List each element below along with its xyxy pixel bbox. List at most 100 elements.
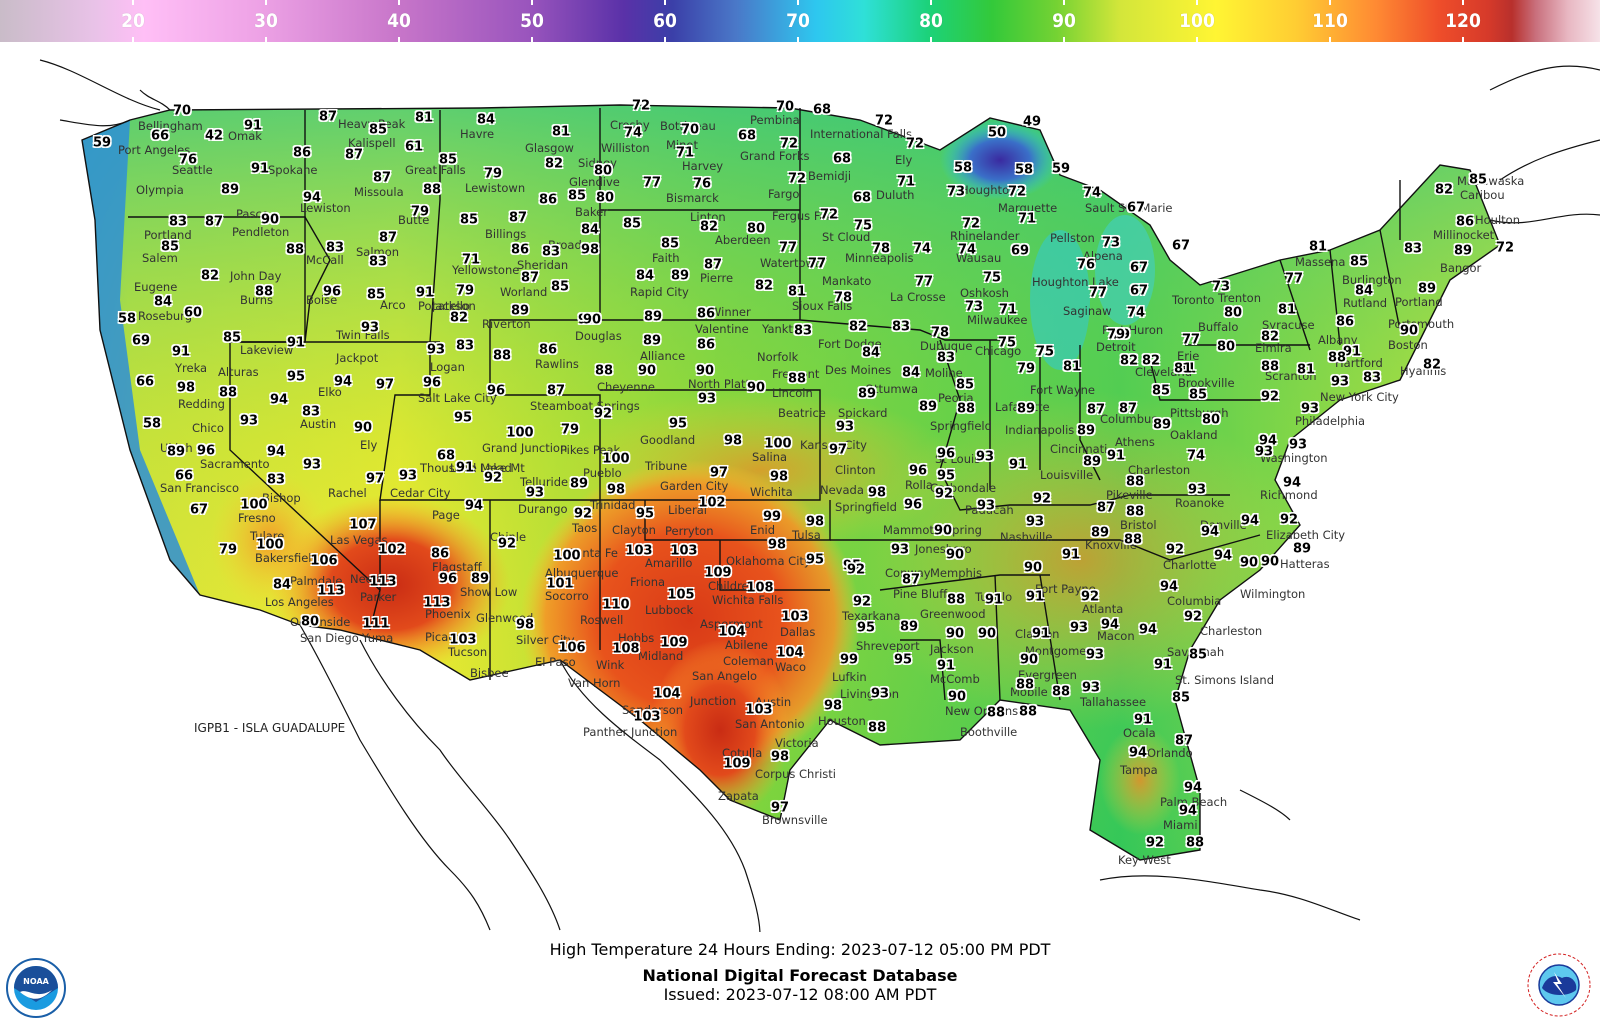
station-temperature: 89 xyxy=(899,619,919,635)
city-label: Austin xyxy=(300,417,337,431)
station-temperature: 85 xyxy=(1151,383,1171,399)
station-temperature: 89 xyxy=(1417,281,1437,297)
station-temperature: 91 xyxy=(1133,712,1153,728)
station-temperature: 103 xyxy=(781,609,809,625)
database-caption: National Digital Forecast Database xyxy=(642,966,958,985)
colorbar-tick-label: 80 xyxy=(919,10,943,32)
station-temperature: 94 xyxy=(1240,513,1260,529)
city-label: Grand Junction xyxy=(482,441,568,455)
station-temperature: 87 xyxy=(520,270,540,286)
city-label: Thousand Lake Mt xyxy=(420,461,525,475)
station-temperature: 89 xyxy=(569,476,589,492)
station-temperature: 94 xyxy=(1282,475,1302,491)
station-temperature: 103 xyxy=(625,543,653,559)
station-temperature: 89 xyxy=(1076,423,1096,439)
city-label: Lakeview xyxy=(240,343,294,357)
station-temperature: 93 xyxy=(1187,482,1207,498)
city-label: Coleman xyxy=(723,654,774,668)
product-caption: High Temperature 24 Hours Ending: 2023-0… xyxy=(549,940,1051,959)
city-label: Knoxville xyxy=(1085,538,1137,552)
station-temperature: 78 xyxy=(833,290,853,306)
city-label: Fort Wayne xyxy=(1030,383,1095,397)
station-temperature: 83 xyxy=(936,350,956,366)
station-temperature: 90 xyxy=(353,420,373,436)
city-label: Columbia xyxy=(1167,594,1222,608)
city-label: Houston xyxy=(818,714,866,728)
station-temperature: 92 xyxy=(1080,589,1100,605)
station-temperature: 85 xyxy=(459,212,479,228)
city-label: Van Horn xyxy=(568,676,621,690)
station-temperature: 91 xyxy=(936,658,956,674)
city-label: Duluth xyxy=(876,188,915,202)
station-temperature: 80 xyxy=(1201,412,1221,428)
colorbar-tick xyxy=(930,0,932,42)
city-label: Hyannis xyxy=(1400,364,1447,378)
station-temperature: 93 xyxy=(1069,620,1089,636)
station-temperature: 94 xyxy=(266,444,286,460)
station-temperature: 88 xyxy=(254,284,274,300)
station-temperature: 89 xyxy=(510,303,530,319)
city-label: Show Low xyxy=(460,585,518,599)
city-label: Watertown xyxy=(760,256,823,270)
station-temperature: 85 xyxy=(368,122,388,138)
station-temperature: 88 xyxy=(946,592,966,608)
station-temperature: 89 xyxy=(166,444,186,460)
station-temperature: 100 xyxy=(240,497,268,513)
city-label: Wink xyxy=(596,658,625,672)
city-label: Santa Fe xyxy=(568,546,618,560)
city-label: Houghton xyxy=(960,183,1017,197)
station-temperature: 92 xyxy=(846,562,866,578)
station-temperature: 89 xyxy=(1453,243,1473,259)
city-label: St Cloud xyxy=(822,230,871,244)
station-temperature: 74 xyxy=(623,125,643,141)
station-temperature: 77 xyxy=(1181,332,1201,348)
colorbar-tick xyxy=(265,0,267,42)
station-temperature: 88 xyxy=(1327,350,1347,366)
station-temperature: 92 xyxy=(497,536,517,552)
station-temperature: 68 xyxy=(852,190,872,206)
station-temperature: 90 xyxy=(637,363,657,379)
city-label: Port Angeles xyxy=(118,143,191,157)
station-temperature: 85 xyxy=(955,377,975,393)
city-label: Ocala xyxy=(1123,726,1156,740)
city-label: Tallahassee xyxy=(1080,695,1147,709)
station-temperature: 82 xyxy=(1422,357,1442,373)
city-label: Livingston xyxy=(840,687,900,701)
station-temperature: 93 xyxy=(975,449,995,465)
station-temperature: 92 xyxy=(1145,835,1165,851)
city-label: Panther Junction xyxy=(583,725,678,739)
city-label: Burlington xyxy=(1342,273,1402,287)
city-label: Crosby xyxy=(610,118,650,132)
station-temperature: 92 xyxy=(1165,542,1185,558)
station-temperature: 87 xyxy=(1174,733,1194,749)
station-temperature: 113 xyxy=(317,583,345,599)
station-temperature: 85 xyxy=(550,279,570,295)
station-temperature: 84 xyxy=(901,365,921,381)
station-temperature: 73 xyxy=(946,184,966,200)
station-temperature: 98 xyxy=(767,537,787,553)
station-temperature: 96 xyxy=(322,284,342,300)
city-label: Chicago xyxy=(975,344,1022,358)
station-temperature: 79 xyxy=(483,166,503,182)
station-temperature: 79 xyxy=(560,422,580,438)
station-temperature: 93 xyxy=(1085,647,1105,663)
station-temperature: 93 xyxy=(890,542,910,558)
station-temperature: 88 xyxy=(1018,704,1038,720)
city-label: Washington xyxy=(1260,451,1328,465)
station-temperature: 71 xyxy=(998,302,1018,318)
city-label: Spokane xyxy=(268,163,318,177)
city-label: Pasco xyxy=(236,207,269,221)
station-temperature: 89 xyxy=(1152,417,1172,433)
city-label: Fergus Falls xyxy=(772,209,839,223)
station-temperature: 98 xyxy=(723,433,743,449)
city-label: Spickard xyxy=(838,406,888,420)
station-temperature: 87 xyxy=(372,170,392,186)
city-label: Lake Mead xyxy=(450,461,512,475)
station-temperature: 95 xyxy=(936,468,956,484)
city-label: Springfield xyxy=(930,419,992,433)
colorbar-tick-label: 40 xyxy=(387,10,411,32)
station-temperature: 87 xyxy=(546,383,566,399)
city-label: Louisville xyxy=(1040,468,1094,482)
city-label: Harvey xyxy=(682,159,724,173)
station-temperature: 95 xyxy=(453,410,473,426)
